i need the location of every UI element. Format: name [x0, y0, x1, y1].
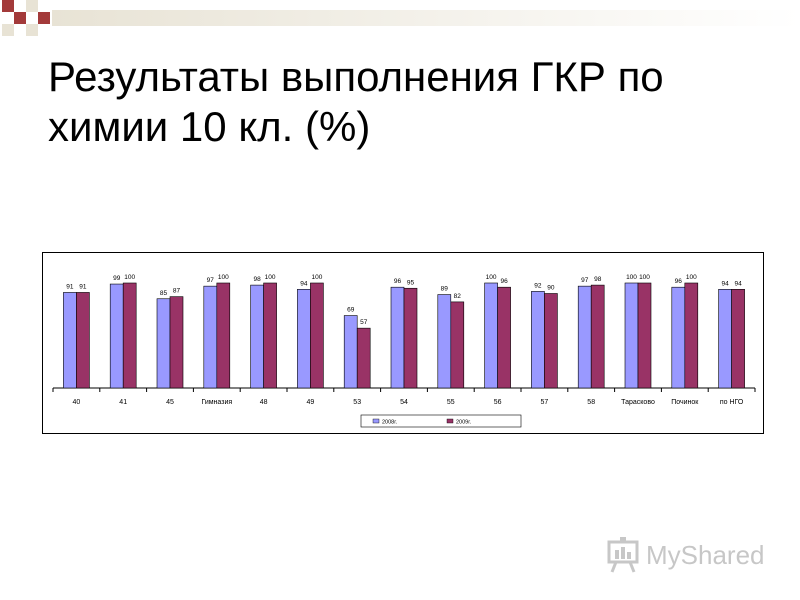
corner-decoration — [0, 0, 800, 50]
bar-2009 — [356, 327, 371, 389]
deco-square — [26, 24, 38, 36]
data-label: 100 — [265, 274, 276, 281]
data-label: 96 — [675, 278, 683, 285]
deco-square — [2, 0, 14, 12]
x-tick-label: 48 — [260, 399, 268, 406]
data-label: 100 — [639, 274, 650, 281]
data-label: 91 — [66, 283, 74, 290]
x-tick-label: 53 — [353, 399, 361, 406]
bar-2008 — [63, 292, 77, 389]
x-tick-label: Гимназия — [201, 399, 232, 406]
bar-2009 — [122, 282, 137, 389]
bar-2008 — [343, 315, 358, 389]
deco-square — [2, 24, 14, 36]
bar-2009 — [590, 284, 605, 389]
data-label: 89 — [441, 286, 449, 293]
title-line-1: Результаты выполнения ГКР по — [48, 53, 664, 100]
x-tick-label: 40 — [73, 399, 81, 406]
x-tick-label: по НГО — [720, 399, 744, 406]
x-tick-label: 55 — [447, 399, 455, 406]
deco-square — [14, 12, 26, 24]
data-label: 85 — [160, 290, 168, 297]
data-label: 87 — [173, 288, 181, 295]
data-label: 100 — [311, 274, 322, 281]
bar-2008 — [109, 283, 124, 389]
data-label: 96 — [394, 278, 402, 285]
bar-2009 — [310, 282, 324, 389]
legend-swatch — [446, 418, 454, 424]
data-label: 97 — [581, 277, 589, 284]
bar-2008 — [297, 288, 311, 389]
watermark-text: MyShared — [646, 540, 765, 570]
bar-2008 — [156, 298, 171, 389]
data-label: 94 — [300, 280, 308, 287]
data-label: 97 — [207, 277, 215, 284]
data-label: 99 — [113, 275, 121, 282]
x-tick-label: 54 — [400, 399, 408, 406]
bar-2009 — [216, 282, 231, 389]
watermark-logo: MyShared — [606, 536, 776, 576]
x-tick-label: 57 — [541, 399, 549, 406]
legend-label: 2009г. — [456, 420, 472, 426]
bar-2009 — [497, 286, 511, 389]
x-tick-label: 56 — [494, 399, 502, 406]
data-label: 69 — [347, 307, 355, 314]
data-label: 100 — [686, 274, 697, 281]
legend-swatch — [372, 418, 380, 424]
bar-2009 — [263, 282, 277, 389]
bar-2008 — [624, 282, 639, 389]
x-tick-label: 45 — [166, 399, 174, 406]
chart-frame: 91 91 40 99 100 41 85 87 45 97 100 Гимназия 98 100 48 9… — [42, 252, 764, 434]
bar-2009 — [731, 288, 745, 389]
bar-2008 — [203, 285, 218, 389]
legend-label: 2008г. — [382, 420, 398, 426]
data-label: 90 — [547, 285, 555, 292]
title-line-2: химии 10 кл. (%) — [48, 103, 371, 150]
x-tick-label: Починок — [671, 399, 699, 406]
bar-2008 — [718, 288, 732, 389]
data-label: 98 — [594, 276, 602, 283]
bar-2008 — [671, 286, 686, 389]
bar-2008 — [577, 285, 592, 389]
data-label: 57 — [360, 319, 368, 326]
data-label: 94 — [721, 280, 729, 287]
deco-band — [52, 10, 800, 26]
bar-2009 — [169, 296, 184, 389]
bar-2009 — [403, 287, 418, 389]
bar-2009 — [76, 292, 90, 389]
bar-2008 — [390, 286, 405, 389]
data-label: 100 — [626, 274, 637, 281]
bar-2009 — [544, 293, 558, 389]
data-label: 100 — [486, 274, 497, 281]
x-tick-label: 41 — [119, 399, 127, 406]
bar-2008 — [437, 294, 452, 389]
bar-2009 — [450, 301, 465, 389]
data-label: 95 — [407, 279, 415, 286]
x-tick-label: Тарасково — [621, 399, 655, 406]
bar-2008 — [250, 284, 264, 389]
data-label: 92 — [534, 282, 542, 289]
deco-square — [38, 12, 50, 24]
data-label: 82 — [454, 293, 462, 300]
data-label: 96 — [500, 278, 508, 285]
page-title: Результаты выполнения ГКР по химии 10 кл… — [48, 52, 748, 152]
presentation-board-icon — [607, 537, 639, 573]
data-label: 100 — [124, 274, 135, 281]
x-tick-label: 58 — [587, 399, 595, 406]
data-label: 91 — [79, 283, 87, 290]
bar-2008 — [484, 282, 498, 389]
x-tick-label: 49 — [307, 399, 315, 406]
data-label: 100 — [218, 274, 229, 281]
data-label: 94 — [734, 280, 742, 287]
data-label: 98 — [253, 276, 261, 283]
legend-box — [360, 414, 522, 428]
deco-square — [26, 0, 38, 12]
bar-2009 — [637, 282, 652, 389]
bar-2008 — [531, 291, 545, 389]
bar-2009 — [684, 282, 699, 389]
